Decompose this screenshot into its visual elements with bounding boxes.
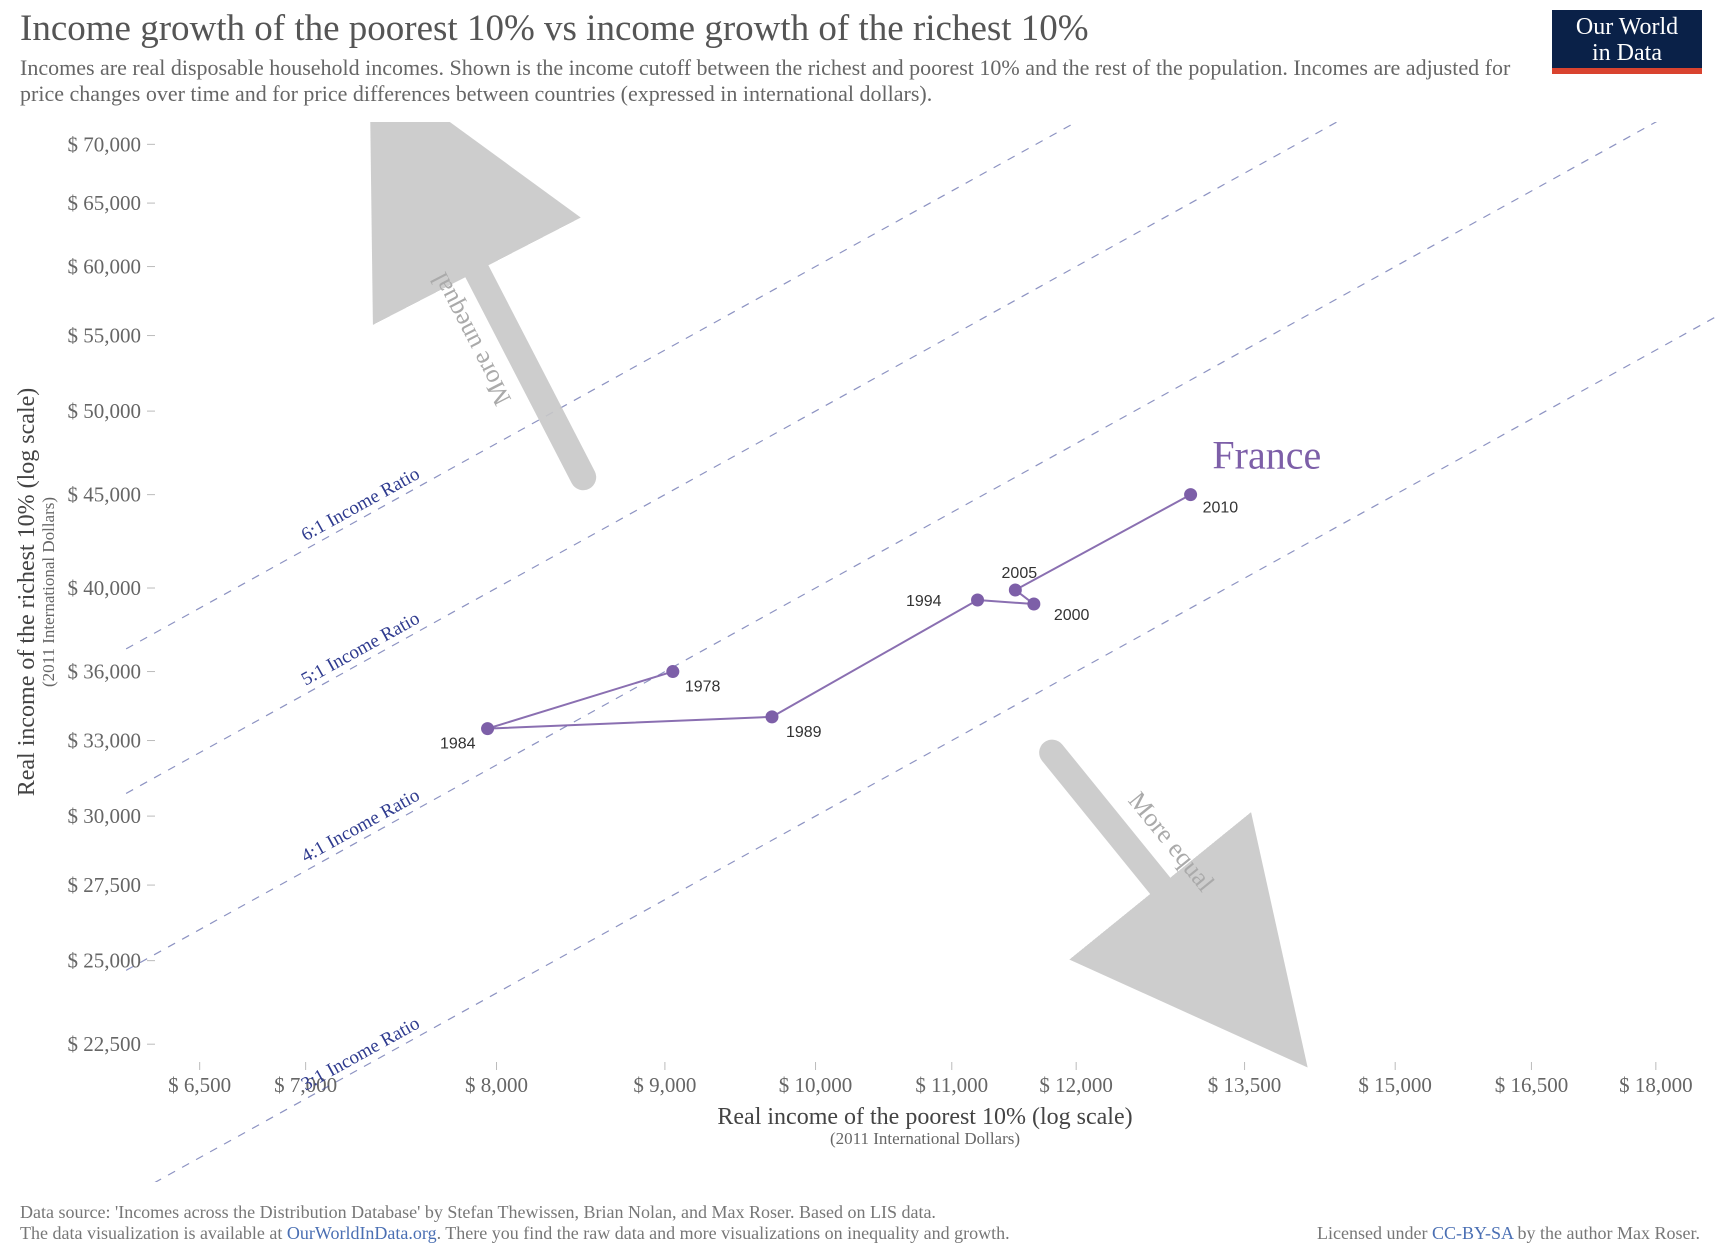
- footer: Data source: 'Incomes across the Distrib…: [20, 1202, 1700, 1244]
- svg-text:6:1 Income Ratio: 6:1 Income Ratio: [298, 463, 424, 545]
- svg-text:(2011 International Dollars): (2011 International Dollars): [39, 497, 58, 687]
- svg-text:$ 18,000: $ 18,000: [1619, 1073, 1693, 1097]
- header: Income growth of the poorest 10% vs inco…: [20, 8, 1540, 107]
- svg-text:$ 15,000: $ 15,000: [1358, 1073, 1432, 1097]
- svg-text:4:1 Income Ratio: 4:1 Income Ratio: [298, 785, 424, 867]
- chart-svg: $ 22,500 $ 25,000 $ 27,500 $ 30,000 $ 33,000…: [0, 122, 1720, 1182]
- license-link[interactable]: CC-BY-SA: [1432, 1223, 1513, 1243]
- svg-text:(2011 International Dollars): (2011 International Dollars): [830, 1129, 1020, 1148]
- svg-text:$ 55,000: $ 55,000: [68, 324, 142, 348]
- footer-source: Data source: 'Incomes across the Distrib…: [20, 1202, 1700, 1223]
- svg-text:$ 22,500: $ 22,500: [68, 1032, 142, 1056]
- svg-text:France: France: [1212, 433, 1321, 478]
- svg-text:$ 10,000: $ 10,000: [779, 1073, 853, 1097]
- svg-text:$ 9,000: $ 9,000: [633, 1073, 696, 1097]
- logo-line-2: in Data: [1552, 40, 1702, 66]
- svg-text:5:1 Income Ratio: 5:1 Income Ratio: [298, 608, 424, 690]
- svg-text:3:1 Income Ratio: 3:1 Income Ratio: [298, 1013, 424, 1095]
- svg-text:$ 65,000: $ 65,000: [68, 191, 142, 215]
- plot-area: $ 22,500 $ 25,000 $ 27,500 $ 30,000 $ 33,000…: [0, 122, 1720, 1182]
- chart-title: Income growth of the poorest 10% vs inco…: [20, 8, 1540, 51]
- svg-text:$ 11,000: $ 11,000: [915, 1073, 988, 1097]
- svg-text:2005: 2005: [1002, 565, 1038, 582]
- svg-text:$ 6,500: $ 6,500: [168, 1073, 231, 1097]
- svg-text:$ 33,000: $ 33,000: [68, 729, 142, 753]
- svg-text:$ 25,000: $ 25,000: [68, 949, 142, 973]
- svg-text:1978: 1978: [685, 679, 721, 696]
- svg-text:$ 60,000: $ 60,000: [68, 255, 142, 279]
- svg-text:Real income of the richest 10%: Real income of the richest 10% (log scal…: [14, 388, 40, 797]
- svg-text:1989: 1989: [786, 724, 822, 741]
- svg-text:Real income of the poorest 10%: Real income of the poorest 10% (log scal…: [717, 1104, 1132, 1130]
- owid-logo: Our World in Data: [1552, 10, 1702, 74]
- logo-line-1: Our World: [1552, 14, 1702, 40]
- svg-text:$ 36,000: $ 36,000: [68, 660, 142, 684]
- svg-text:$ 45,000: $ 45,000: [68, 483, 142, 507]
- svg-text:$ 50,000: $ 50,000: [68, 399, 142, 423]
- owid-link[interactable]: OurWorldInData.org: [287, 1223, 437, 1243]
- svg-text:$ 27,500: $ 27,500: [68, 873, 142, 897]
- svg-text:$ 40,000: $ 40,000: [68, 576, 142, 600]
- chart-subtitle: Incomes are real disposable household in…: [20, 55, 1540, 107]
- svg-text:2010: 2010: [1203, 500, 1239, 517]
- footer-license: Licensed under CC-BY-SA by the author Ma…: [1317, 1223, 1700, 1244]
- svg-text:1994: 1994: [906, 593, 942, 610]
- svg-text:$ 13,500: $ 13,500: [1208, 1073, 1282, 1097]
- svg-text:$ 12,000: $ 12,000: [1039, 1073, 1113, 1097]
- svg-text:$ 16,500: $ 16,500: [1495, 1073, 1569, 1097]
- svg-text:$ 70,000: $ 70,000: [68, 132, 142, 156]
- svg-text:$ 30,000: $ 30,000: [68, 804, 142, 828]
- chart-root: Income growth of the poorest 10% vs inco…: [0, 0, 1720, 1254]
- svg-text:1984: 1984: [440, 736, 476, 753]
- svg-text:2000: 2000: [1054, 607, 1090, 624]
- svg-text:$ 8,000: $ 8,000: [465, 1073, 528, 1097]
